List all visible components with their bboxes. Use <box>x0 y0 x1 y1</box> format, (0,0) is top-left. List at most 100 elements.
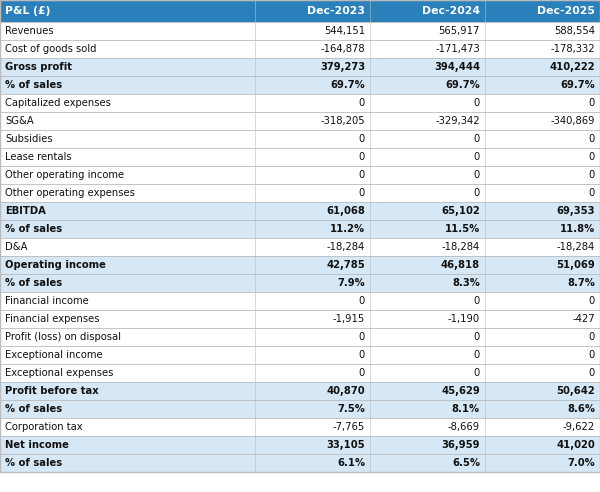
Text: 0: 0 <box>474 134 480 144</box>
Text: 6.1%: 6.1% <box>337 458 365 468</box>
Text: Cost of goods sold: Cost of goods sold <box>5 44 97 54</box>
Text: 7.5%: 7.5% <box>337 404 365 414</box>
Text: 8.6%: 8.6% <box>567 404 595 414</box>
Text: 69.7%: 69.7% <box>445 80 480 90</box>
Text: 11.5%: 11.5% <box>445 224 480 234</box>
Bar <box>0 0 600 22</box>
Text: Financial income: Financial income <box>5 296 89 306</box>
Text: 394,444: 394,444 <box>434 62 480 72</box>
Text: % of sales: % of sales <box>5 458 62 468</box>
Bar <box>0 454 600 472</box>
Text: Exceptional income: Exceptional income <box>5 350 103 360</box>
Bar <box>0 40 600 58</box>
Text: -18,284: -18,284 <box>327 242 365 252</box>
Text: -318,205: -318,205 <box>320 116 365 126</box>
Bar <box>0 436 600 454</box>
Text: 0: 0 <box>359 98 365 108</box>
Bar <box>0 94 600 112</box>
Text: Gross profit: Gross profit <box>5 62 72 72</box>
Text: 8.3%: 8.3% <box>452 278 480 288</box>
Text: P&L (£): P&L (£) <box>5 6 50 16</box>
Text: -171,473: -171,473 <box>435 44 480 54</box>
Text: SG&A: SG&A <box>5 116 34 126</box>
Text: 0: 0 <box>359 134 365 144</box>
Text: 0: 0 <box>589 170 595 180</box>
Text: 0: 0 <box>359 332 365 342</box>
Text: -9,622: -9,622 <box>563 422 595 432</box>
Text: -7,765: -7,765 <box>333 422 365 432</box>
Text: 0: 0 <box>589 188 595 198</box>
Text: EBITDA: EBITDA <box>5 206 46 216</box>
Bar <box>0 184 600 202</box>
Text: 42,785: 42,785 <box>326 260 365 270</box>
Text: 11.8%: 11.8% <box>560 224 595 234</box>
Text: Dec-2025: Dec-2025 <box>537 6 595 16</box>
Bar <box>0 310 600 328</box>
Text: -340,869: -340,869 <box>551 116 595 126</box>
Text: % of sales: % of sales <box>5 80 62 90</box>
Bar <box>0 472 600 492</box>
Text: 0: 0 <box>474 170 480 180</box>
Text: 0: 0 <box>359 296 365 306</box>
Text: 0: 0 <box>589 368 595 378</box>
Text: 46,818: 46,818 <box>441 260 480 270</box>
Text: 379,273: 379,273 <box>320 62 365 72</box>
Text: 6.5%: 6.5% <box>452 458 480 468</box>
Text: 7.0%: 7.0% <box>567 458 595 468</box>
Text: Lease rentals: Lease rentals <box>5 152 71 162</box>
Text: 50,642: 50,642 <box>556 386 595 396</box>
Bar <box>0 58 600 76</box>
Text: % of sales: % of sales <box>5 404 62 414</box>
Text: 11.2%: 11.2% <box>330 224 365 234</box>
Text: Other operating expenses: Other operating expenses <box>5 188 135 198</box>
Text: Corporation tax: Corporation tax <box>5 422 83 432</box>
Text: Profit before tax: Profit before tax <box>5 386 99 396</box>
Text: Net income: Net income <box>5 440 69 450</box>
Text: 69,353: 69,353 <box>557 206 595 216</box>
Text: Dec-2023: Dec-2023 <box>307 6 365 16</box>
Bar <box>0 400 600 418</box>
Text: Subsidies: Subsidies <box>5 134 53 144</box>
Bar <box>0 220 600 238</box>
Text: 0: 0 <box>589 134 595 144</box>
Text: Operating income: Operating income <box>5 260 106 270</box>
Bar <box>0 382 600 400</box>
Text: 36,959: 36,959 <box>442 440 480 450</box>
Text: 69.7%: 69.7% <box>560 80 595 90</box>
Bar <box>0 76 600 94</box>
Bar <box>0 328 600 346</box>
Text: 0: 0 <box>474 350 480 360</box>
Text: % of sales: % of sales <box>5 278 62 288</box>
Text: 0: 0 <box>589 332 595 342</box>
Text: 0: 0 <box>474 332 480 342</box>
Text: 0: 0 <box>589 98 595 108</box>
Text: -178,332: -178,332 <box>550 44 595 54</box>
Text: 7.9%: 7.9% <box>337 278 365 288</box>
Bar <box>0 112 600 130</box>
Text: -427: -427 <box>572 314 595 324</box>
Text: 588,554: 588,554 <box>554 26 595 36</box>
Text: 565,917: 565,917 <box>439 26 480 36</box>
Bar <box>0 166 600 184</box>
Text: 8.1%: 8.1% <box>452 404 480 414</box>
Text: -329,342: -329,342 <box>436 116 480 126</box>
Text: 0: 0 <box>474 368 480 378</box>
Text: 0: 0 <box>359 368 365 378</box>
Text: 45,629: 45,629 <box>441 386 480 396</box>
Bar <box>0 346 600 364</box>
Text: 0: 0 <box>359 170 365 180</box>
Text: Exceptional expenses: Exceptional expenses <box>5 368 113 378</box>
Text: 0: 0 <box>589 152 595 162</box>
Text: 61,068: 61,068 <box>326 206 365 216</box>
Text: -8,669: -8,669 <box>448 422 480 432</box>
Text: 51,069: 51,069 <box>556 260 595 270</box>
Text: Revenues: Revenues <box>5 26 53 36</box>
Text: 0: 0 <box>359 152 365 162</box>
Text: 65,102: 65,102 <box>441 206 480 216</box>
Text: 41,020: 41,020 <box>556 440 595 450</box>
Text: Capitalized expenses: Capitalized expenses <box>5 98 111 108</box>
Text: % of sales: % of sales <box>5 224 62 234</box>
Text: -1,915: -1,915 <box>333 314 365 324</box>
Bar <box>0 364 600 382</box>
Text: 33,105: 33,105 <box>326 440 365 450</box>
